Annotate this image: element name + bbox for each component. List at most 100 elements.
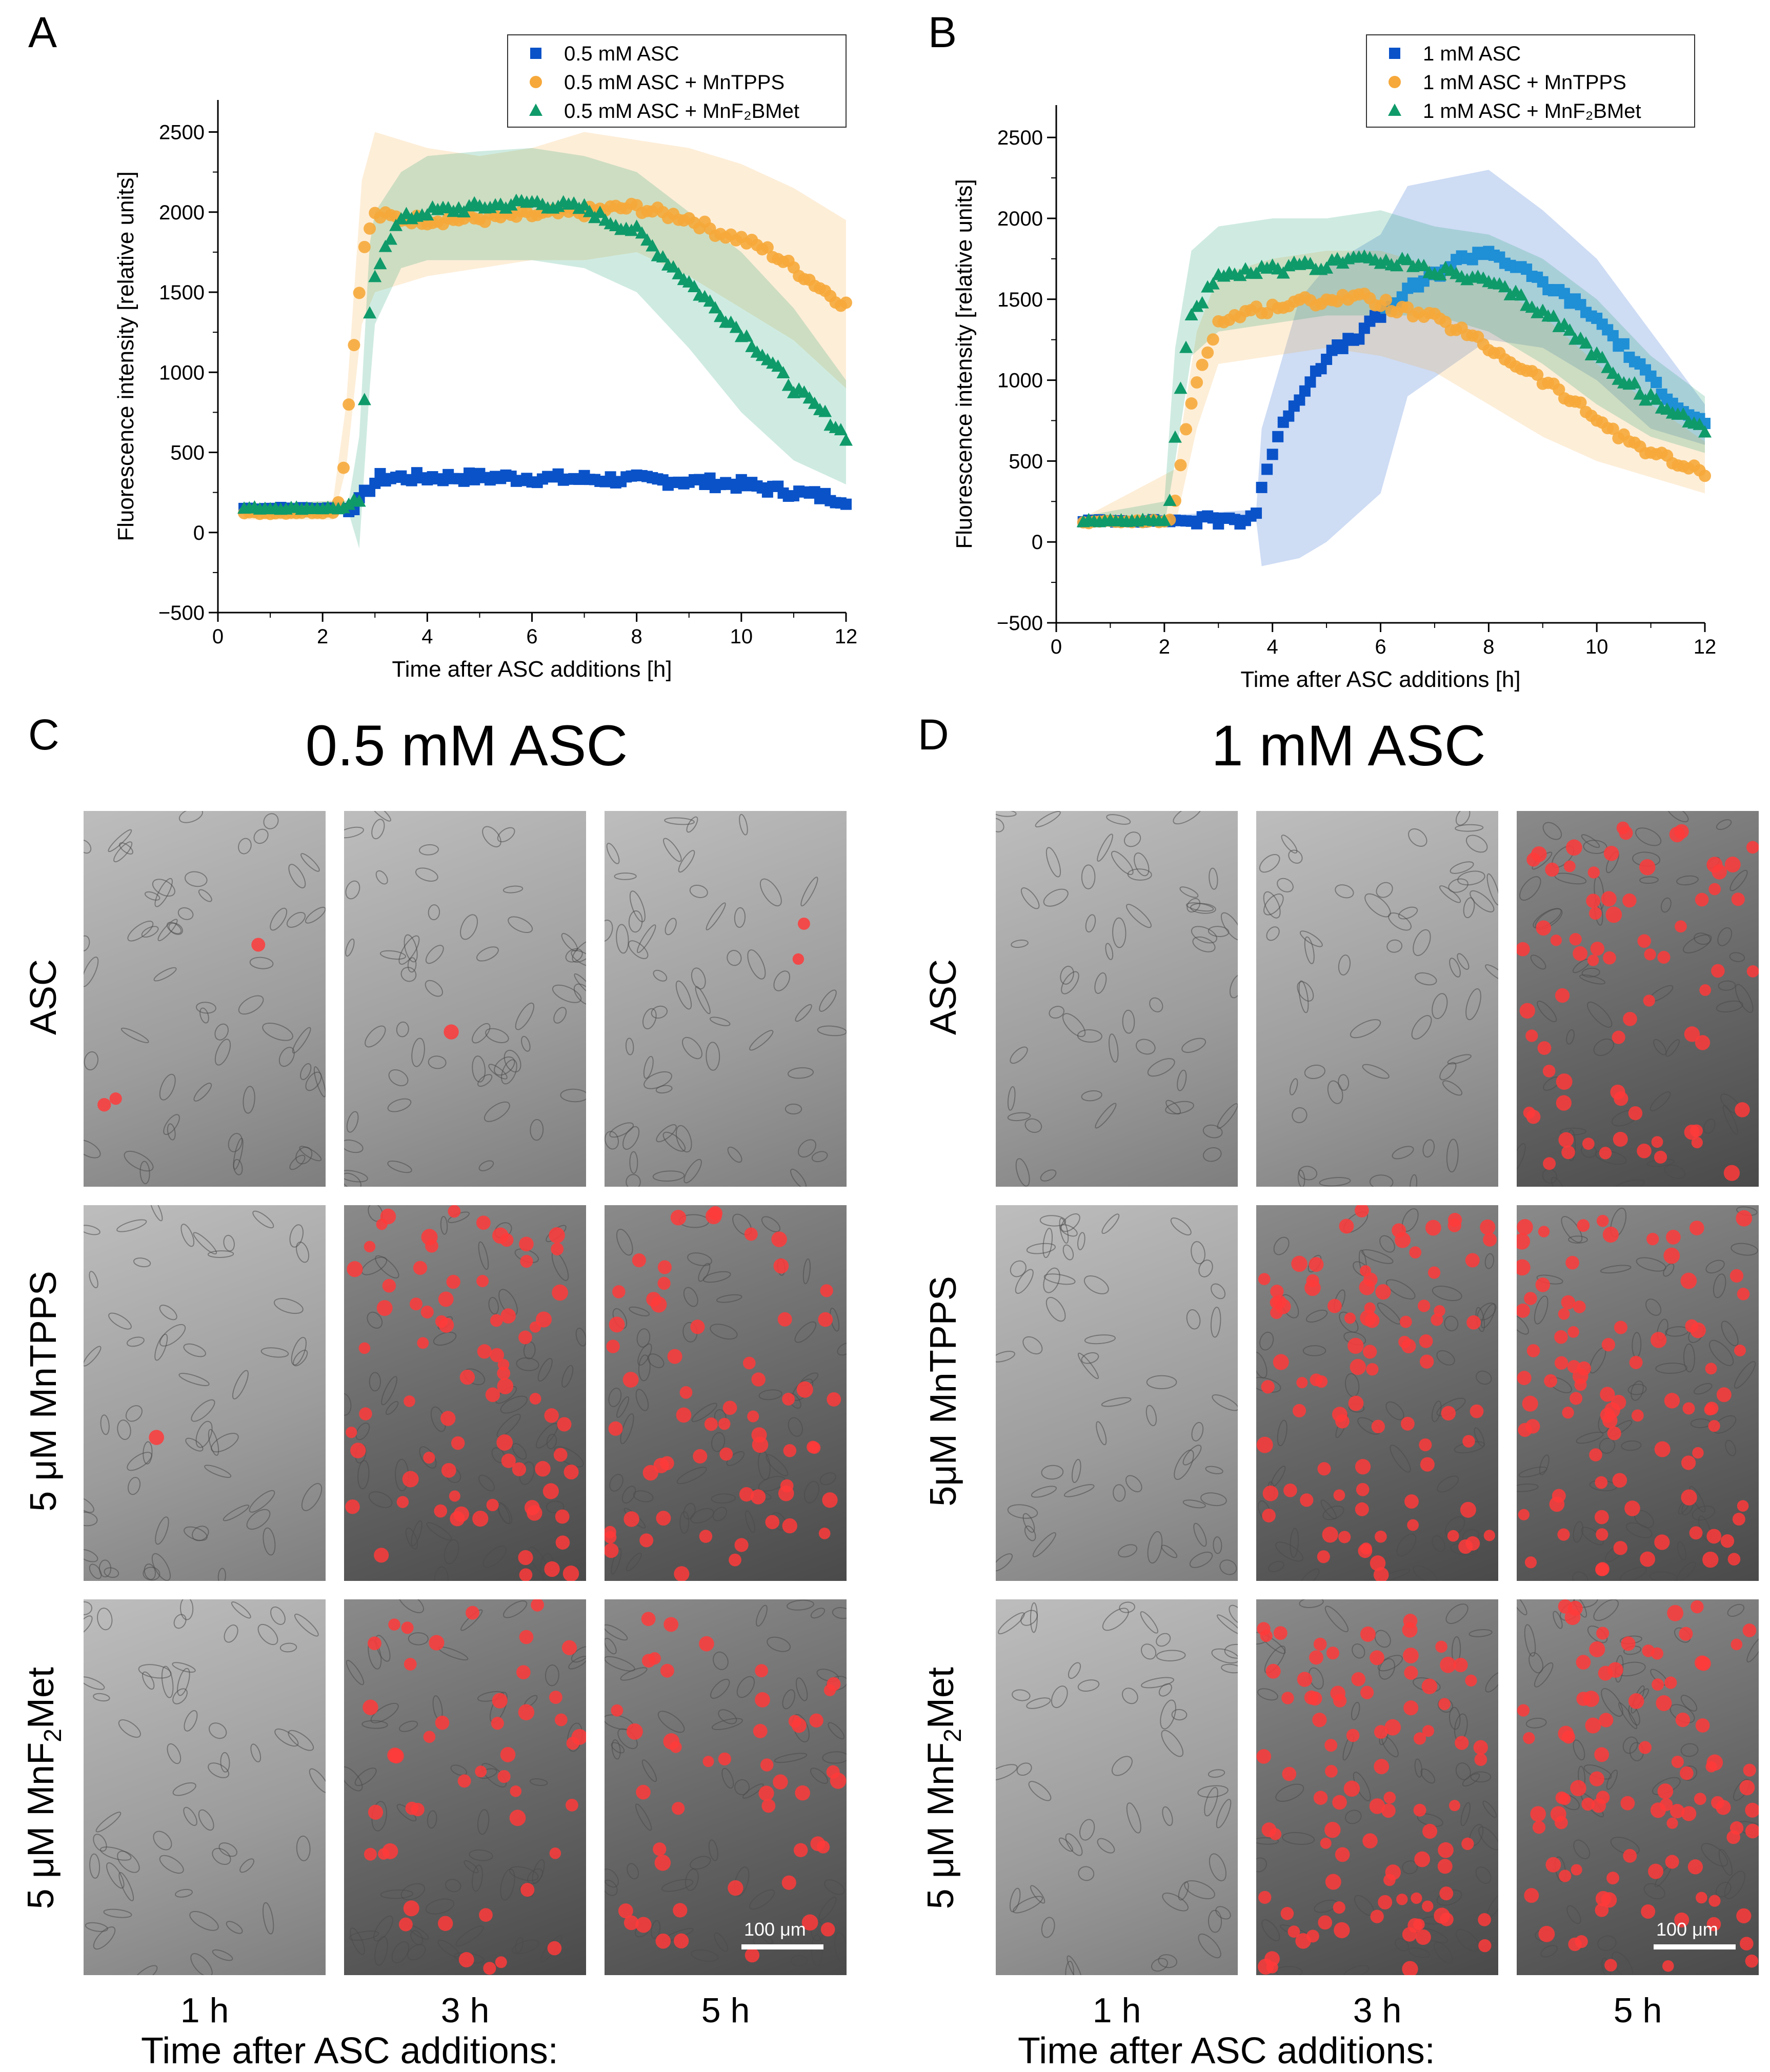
red-cell (518, 1330, 532, 1345)
grey-cell (616, 1396, 630, 1418)
red-cell (1517, 1371, 1532, 1386)
grey-cell (226, 1921, 243, 1934)
grey-cell (1015, 1158, 1030, 1187)
grey-cell (606, 843, 620, 864)
red-cell (1517, 1259, 1531, 1276)
chart-b-point-square (1256, 481, 1268, 493)
grey-cell (571, 1646, 586, 1663)
red-cell (1414, 1851, 1431, 1867)
chart-a-ytick-label: 1500 (159, 281, 205, 304)
chart-a-point-triangle (577, 198, 591, 211)
red-cell (1689, 1526, 1703, 1540)
grey-cell (444, 1539, 459, 1565)
grey-cell (361, 1256, 388, 1275)
grey-cell (1022, 1336, 1043, 1355)
grey-cell (1481, 1303, 1496, 1329)
chart-b-point-triangle (1633, 387, 1647, 400)
grey-cell (208, 1429, 219, 1456)
red-cell (702, 1756, 714, 1768)
chart-a-band-2 (244, 148, 847, 549)
grey-cell (837, 1342, 847, 1356)
chart-b-point-circle (1699, 470, 1711, 482)
grey-cell (1395, 1938, 1409, 1952)
grey-cell (1035, 811, 1061, 827)
chart-b-point-triangle (1417, 258, 1431, 271)
grey-cell (217, 1568, 226, 1581)
grey-cell (832, 1607, 847, 1619)
red-cell (1561, 1295, 1576, 1310)
grey-cell (239, 1858, 255, 1873)
red-cell (1745, 1954, 1759, 1968)
grey-cell (818, 1897, 837, 1920)
red-cell (1478, 1939, 1492, 1953)
panel_d-micrograph-svg (996, 1213, 1238, 1575)
grey-cell (759, 878, 782, 907)
panel_c-micrograph-svg (84, 1205, 323, 1581)
grey-cell (299, 1146, 322, 1162)
red-cell (1435, 1640, 1447, 1653)
red-cell (611, 1704, 623, 1717)
grey-cell (262, 1022, 293, 1041)
chart-a-point-triangle (687, 279, 701, 292)
grey-cell (1703, 1119, 1716, 1134)
grey-cell (183, 1343, 206, 1357)
red-cell (1419, 1354, 1434, 1369)
red-cell (722, 1400, 737, 1415)
red-cell (734, 1538, 749, 1552)
panel-label-c: C (28, 710, 59, 759)
grey-cell (404, 934, 418, 963)
grey-cell (1692, 1505, 1716, 1521)
red-cell (1687, 1859, 1703, 1875)
grey-cell (529, 1778, 548, 1786)
grey-cell (1063, 1484, 1095, 1497)
grey-cell (1043, 1267, 1060, 1293)
red-cell (773, 1258, 789, 1274)
red-cell (549, 1847, 561, 1859)
chart-b-point-triangle (1401, 253, 1415, 266)
chart-b-point-triangle (1546, 309, 1560, 322)
grey-cell (1463, 897, 1475, 919)
red-cell (755, 1692, 770, 1708)
grey-cell (296, 1835, 311, 1861)
grey-cell (1734, 1360, 1756, 1389)
red-cell (777, 1312, 792, 1327)
grey-cell (657, 1711, 685, 1733)
grey-cell (1554, 872, 1587, 885)
chart-a-point-triangle (384, 232, 397, 245)
chart-a-ytick-label: 0 (193, 522, 205, 544)
red-cell (476, 1275, 489, 1288)
grey-cell (1179, 886, 1199, 898)
chart-a-band-0 (244, 499, 847, 509)
grey-cell (1517, 1143, 1526, 1173)
grey-cell (1377, 1302, 1401, 1325)
grey-cell (1217, 1103, 1238, 1129)
grey-cell (278, 1047, 295, 1067)
grey-cell (721, 1768, 734, 1789)
grey-cell (726, 1451, 745, 1466)
grey-cell (1118, 1544, 1138, 1558)
red-cell (1453, 1657, 1468, 1673)
grey-cell (996, 1764, 1018, 1781)
red-cell (1265, 1663, 1281, 1679)
grey-cell (1302, 1345, 1326, 1356)
grey-cell (686, 816, 698, 833)
grey-cell (663, 838, 682, 862)
grey-cell (193, 1232, 217, 1255)
chart-a-point-triangle (797, 385, 811, 398)
red-cell (549, 1691, 562, 1704)
grey-cell (1060, 1213, 1080, 1232)
panel_d-row3-post: Met (920, 1667, 961, 1729)
red-cell (1685, 1319, 1699, 1333)
grey-cell (153, 1831, 172, 1851)
grey-cell (385, 1400, 399, 1415)
chart-b-legend-label: 1 mM ASC + MnTPPS (1423, 71, 1626, 94)
grey-cell (1457, 953, 1470, 970)
grey-cell (653, 969, 668, 982)
grey-cell (369, 811, 391, 822)
grey-cell (149, 1205, 163, 1222)
red-cell (457, 1774, 471, 1788)
grey-cell (1146, 1375, 1177, 1389)
red-cell (1362, 1833, 1378, 1848)
panel_d-micrograph-svg (1517, 1599, 1759, 1975)
grey-cell (1024, 1118, 1042, 1133)
